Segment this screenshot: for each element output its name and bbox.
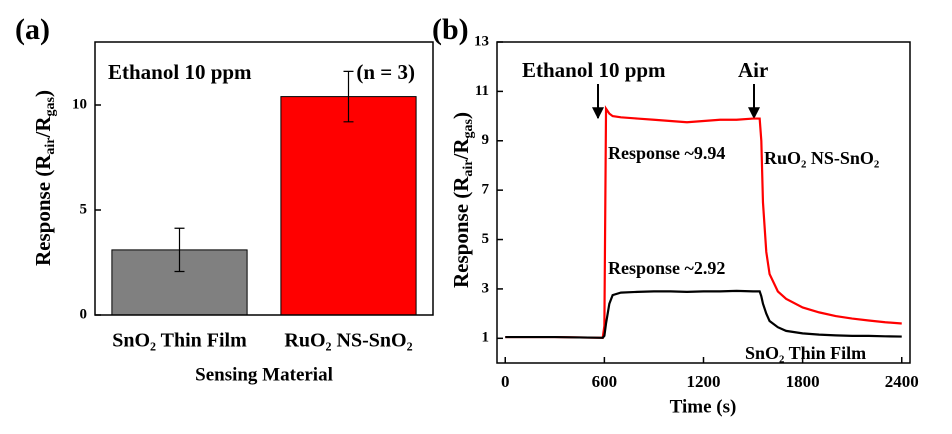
y-axis-label-part: /R — [449, 138, 473, 161]
x-tick-label: 1800 — [786, 372, 820, 391]
y-axis-label-part: gas — [461, 118, 476, 138]
annotation: Air — [738, 58, 768, 82]
y-tick-label: 5 — [482, 231, 490, 247]
annotation: Response ~9.94 — [608, 143, 725, 163]
y-axis-label-part: gas — [43, 96, 58, 116]
y-tick-label: 5 — [80, 201, 88, 217]
error-bar — [174, 227, 185, 273]
y-tick-label: 3 — [482, 280, 490, 296]
x-tick-label: 1200 — [687, 372, 721, 391]
plot-frame — [94, 41, 434, 316]
series-label: SnO₂ Thin Film — [745, 343, 866, 363]
bar — [280, 96, 417, 316]
y-axis-label-part: Response (R — [449, 176, 473, 288]
y-axis-label-part: air — [461, 159, 476, 176]
panel-label: (a) — [15, 13, 50, 46]
plot-frame — [496, 41, 911, 364]
x-tick-label: 0 — [501, 372, 510, 391]
y-tick-label: 10 — [72, 96, 87, 112]
y-axis-label-part: /R — [31, 116, 55, 139]
y-axis-label-part: air — [43, 137, 58, 154]
x-tick-label: 2400 — [885, 372, 919, 391]
panel-label: (b) — [432, 13, 469, 46]
annotation: Ethanol 10 ppm — [522, 58, 666, 82]
y-tick-label: 11 — [475, 83, 489, 99]
y-axis-label: Response (Rair/Rgas) — [31, 90, 58, 266]
y-axis-label: Response (Rair/Rgas) — [449, 112, 476, 288]
y-axis-label-part: ) — [449, 112, 473, 119]
series-label: RuO₂ NS-SnO₂ — [764, 148, 879, 168]
y-axis-label-part: ) — [31, 90, 55, 97]
x-tick-label: 600 — [592, 372, 618, 391]
y-tick-label: 7 — [482, 182, 490, 198]
y-tick-label: 1 — [482, 330, 490, 346]
x-tick-label: RuO₂ NS-SnO₂ — [284, 330, 412, 352]
y-tick-label: 0 — [80, 306, 88, 322]
y-tick-label: 13 — [474, 33, 489, 49]
x-axis-label: Sensing Material — [195, 364, 333, 385]
y-tick-label: 9 — [482, 132, 490, 148]
annotation: Ethanol 10 ppm — [108, 60, 252, 84]
x-tick-label: SnO₂ Thin Film — [112, 330, 247, 352]
data-line — [505, 289, 902, 339]
annotation: Response ~2.92 — [608, 258, 725, 278]
y-axis-label-part: Response (R — [31, 154, 55, 266]
x-axis-label: Time (s) — [670, 396, 737, 417]
annotation: (n = 3) — [356, 60, 415, 84]
error-bar — [343, 70, 354, 123]
